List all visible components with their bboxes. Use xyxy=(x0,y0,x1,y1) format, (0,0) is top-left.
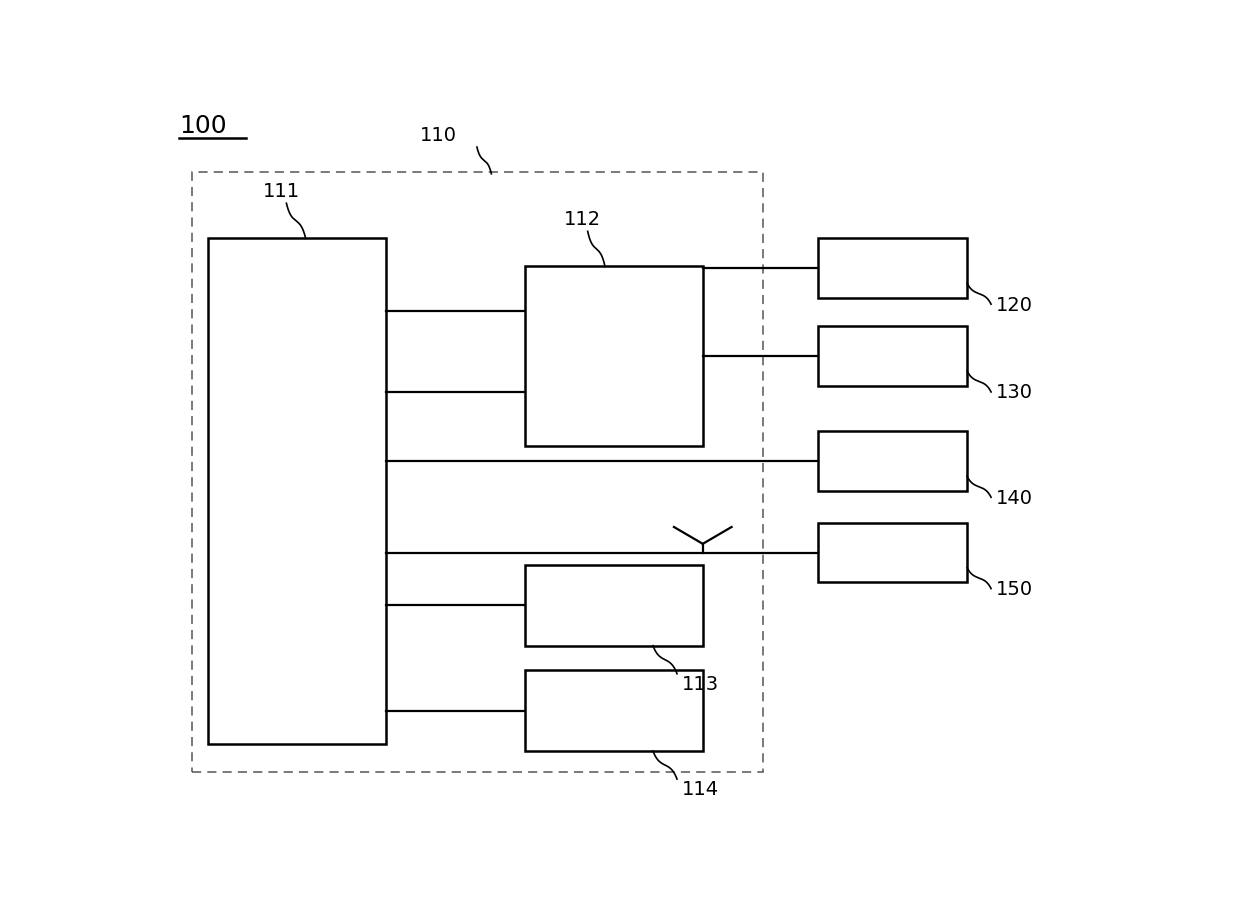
Text: 150: 150 xyxy=(996,579,1033,599)
Bar xyxy=(525,565,703,646)
Text: 140: 140 xyxy=(996,488,1033,507)
Bar xyxy=(525,670,703,752)
Text: 111: 111 xyxy=(263,181,300,200)
Bar xyxy=(191,172,764,773)
Text: 110: 110 xyxy=(420,126,458,144)
Bar xyxy=(818,327,967,386)
Bar xyxy=(208,239,386,744)
Bar xyxy=(525,267,703,446)
Text: 112: 112 xyxy=(564,210,601,229)
Bar xyxy=(818,523,967,583)
Bar xyxy=(818,239,967,299)
Bar xyxy=(818,432,967,492)
Text: 100: 100 xyxy=(179,113,227,138)
Text: 120: 120 xyxy=(996,295,1033,314)
Text: 114: 114 xyxy=(682,779,719,798)
Text: 130: 130 xyxy=(996,383,1033,402)
Text: 113: 113 xyxy=(682,674,719,693)
